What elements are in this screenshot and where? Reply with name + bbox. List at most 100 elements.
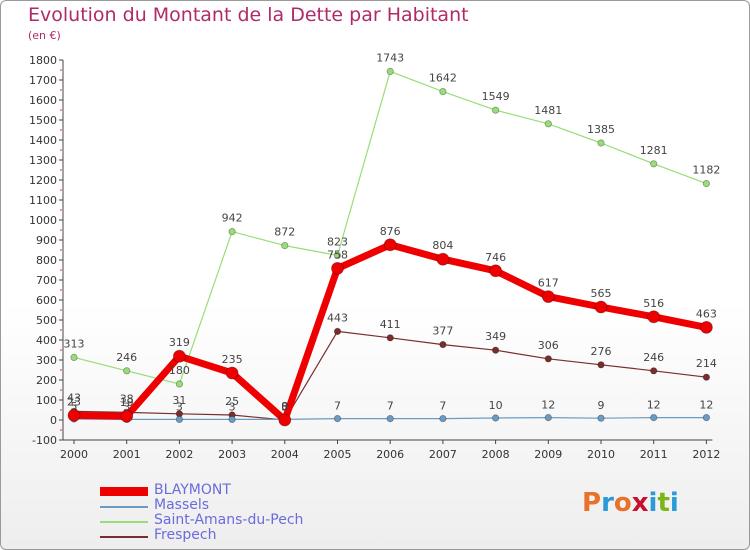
data-point — [386, 67, 394, 76]
legend-swatch-blaymont — [100, 487, 148, 496]
x-tick-label: 2007 — [429, 448, 457, 461]
x-tick-label: 2005 — [324, 448, 352, 461]
y-tick-label: 1000 — [29, 214, 57, 227]
y-minor-tick — [60, 349, 62, 351]
data-point — [597, 139, 605, 147]
data-point — [172, 349, 186, 363]
data-label: 319 — [169, 336, 190, 349]
y-minor-tick — [60, 269, 62, 271]
legend-swatch-saint-amans — [100, 521, 148, 523]
data-label: 25 — [225, 395, 239, 408]
data-point — [383, 238, 397, 252]
chart-title: Evolution du Montant de la Dette par Hab… — [28, 4, 469, 26]
data-label: 12 — [699, 399, 713, 412]
data-label: 31 — [172, 394, 186, 407]
data-label: 823 — [327, 235, 348, 248]
y-minor-tick — [60, 129, 62, 131]
data-label: 872 — [274, 226, 295, 239]
y-minor-tick — [60, 429, 62, 431]
y-minor-tick — [60, 189, 62, 191]
data-point — [225, 366, 239, 380]
data-point — [541, 290, 555, 304]
data-label: 942 — [222, 212, 243, 225]
data-point — [331, 261, 344, 275]
data-point — [67, 408, 81, 422]
data-point — [333, 414, 342, 423]
data-label: 617 — [538, 277, 559, 290]
data-point — [175, 380, 183, 388]
data-label: 12 — [647, 399, 661, 412]
y-tick-label: 800 — [36, 254, 57, 267]
chart-subtitle: (en €) — [28, 29, 61, 42]
y-tick-label: 1300 — [29, 154, 57, 167]
data-point — [228, 415, 236, 423]
data-point — [439, 414, 447, 423]
data-label: 5 — [71, 400, 78, 413]
data-point — [650, 367, 658, 375]
data-label: 313 — [64, 337, 85, 350]
y-minor-tick — [60, 289, 62, 291]
data-point — [650, 160, 658, 168]
x-tick-label: 2002 — [165, 448, 193, 461]
data-label: 1743 — [376, 51, 404, 64]
data-point — [597, 361, 605, 369]
data-point — [333, 327, 342, 335]
x-tick-label: 2009 — [534, 448, 562, 461]
data-label: 1182 — [692, 164, 720, 177]
data-point — [491, 106, 500, 114]
data-label: 19 — [120, 396, 134, 409]
data-label: 9 — [598, 399, 605, 412]
data-label: 516 — [643, 297, 664, 310]
legend-label-saint-amans: Saint-Amans-du-Pech — [154, 512, 304, 528]
y-tick-label: 300 — [36, 354, 57, 367]
legend-label-frespech: Frespech — [154, 527, 217, 543]
logo-letter: t — [657, 488, 670, 518]
data-label: 1385 — [587, 123, 615, 136]
data-point — [439, 340, 447, 349]
data-label: 463 — [696, 307, 717, 320]
y-tick-label: 500 — [36, 314, 57, 327]
data-label: 8 — [281, 400, 288, 413]
legend-swatch-massels — [100, 506, 148, 508]
y-minor-tick — [60, 389, 62, 391]
logo-letter: i — [669, 488, 679, 518]
legend-label-massels: Massels — [154, 497, 210, 513]
y-tick-label: 1800 — [29, 54, 57, 67]
data-label: 214 — [696, 357, 717, 370]
x-tick-label: 2001 — [113, 448, 141, 461]
y-tick-label: 1200 — [29, 174, 57, 187]
data-point — [278, 413, 292, 427]
data-point — [597, 414, 605, 422]
y-minor-tick — [60, 249, 62, 251]
data-label: 1281 — [640, 144, 668, 157]
y-minor-tick — [60, 69, 62, 71]
data-label: 43 — [67, 391, 81, 404]
data-label: 7 — [387, 400, 394, 413]
y-minor-tick — [60, 169, 62, 171]
data-label: 377 — [432, 325, 453, 338]
data-point — [123, 367, 131, 375]
data-label: 12 — [541, 399, 555, 412]
data-label: 3 — [123, 400, 130, 413]
data-label: 349 — [485, 330, 506, 343]
logo-letter: x — [631, 488, 649, 518]
y-minor-tick — [60, 209, 62, 211]
y-tick-label: 1100 — [29, 194, 57, 207]
data-label: 411 — [380, 318, 401, 331]
data-point — [120, 409, 134, 423]
y-tick-label: 100 — [36, 394, 57, 407]
y-tick-label: 700 — [36, 274, 57, 287]
logo-letter: r — [601, 488, 614, 518]
data-point — [436, 252, 450, 266]
data-point — [386, 414, 394, 423]
y-tick-label: 200 — [36, 374, 57, 387]
data-label: 746 — [485, 251, 506, 264]
data-label: 246 — [116, 351, 137, 364]
data-label: 276 — [591, 345, 612, 358]
proxiti-logo: Proxiti — [582, 488, 679, 518]
data-point — [281, 242, 289, 250]
data-point — [544, 120, 552, 128]
x-tick-label: 2012 — [692, 448, 720, 461]
data-label: 10 — [489, 399, 503, 412]
